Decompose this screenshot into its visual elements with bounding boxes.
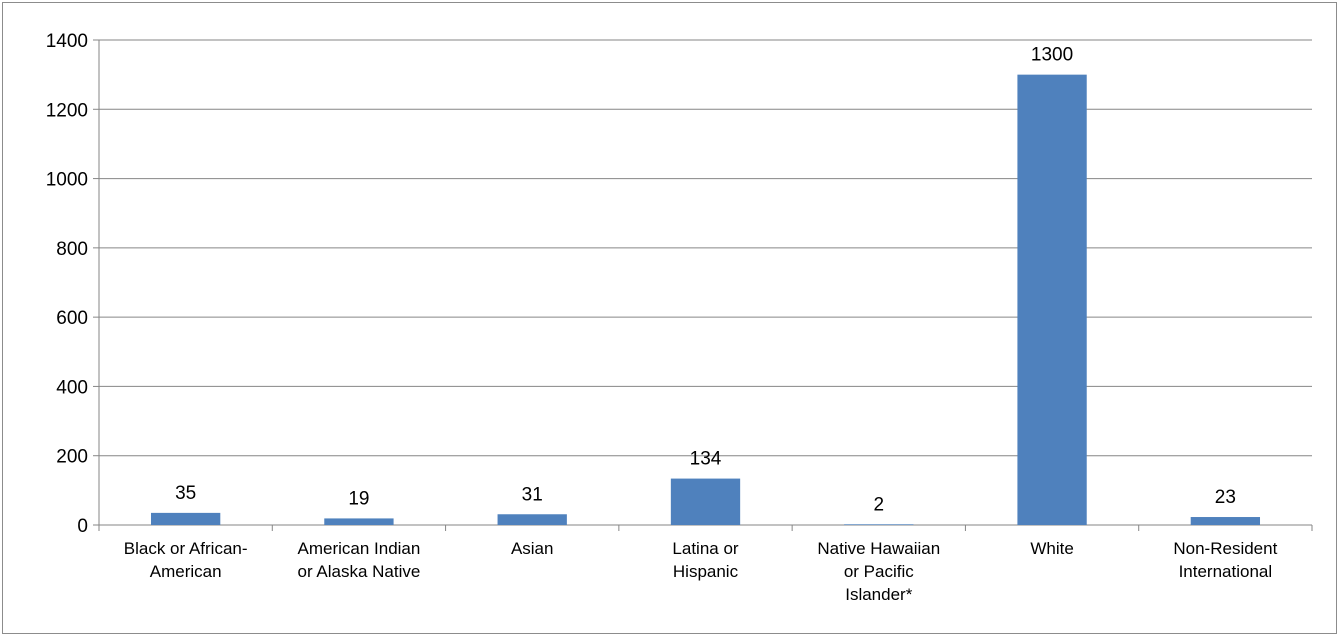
bar [324, 518, 394, 525]
y-tick-label: 1400 [46, 31, 88, 52]
x-category-label: American Indian [298, 539, 421, 558]
bar [497, 514, 567, 525]
x-category-label: or Alaska Native [298, 562, 421, 581]
x-category-label: Asian [511, 539, 554, 558]
data-label: 19 [348, 488, 369, 509]
x-category-label: Islander* [845, 585, 912, 604]
y-tick-label: 200 [56, 447, 88, 468]
x-category-label: White [1030, 539, 1073, 558]
y-tick-label: 400 [56, 377, 88, 398]
data-label: 35 [175, 483, 196, 504]
y-tick-label: 1200 [46, 100, 88, 121]
y-tick-label: 600 [56, 308, 88, 329]
x-category-label: Latina or [672, 539, 738, 558]
y-tick-label: 800 [56, 239, 88, 260]
data-labels: 35 19 31 134 2 1300 23 [175, 45, 1236, 516]
bar [670, 478, 741, 525]
data-label: 134 [690, 449, 722, 470]
bar [150, 512, 221, 525]
x-category-label: Hispanic [673, 562, 739, 581]
x-category-label: International [1179, 562, 1273, 581]
y-axis-ticks: 0 200 400 600 800 1000 1200 1400 [46, 31, 88, 537]
data-label: 2 [873, 494, 884, 515]
bar [1017, 74, 1087, 526]
x-category-label: or Pacific [844, 562, 914, 581]
x-category-label: Black or African- [124, 539, 248, 558]
gridlines [99, 39, 1312, 457]
y-tick-label: 1000 [46, 170, 88, 191]
bars [150, 74, 1261, 526]
x-category-label: Native Hawaiian [817, 539, 940, 558]
x-axis-categories: Black or African- American American Indian… [124, 539, 1278, 604]
x-category-label: American [150, 562, 222, 581]
data-label: 1300 [1031, 45, 1073, 66]
x-category-label: Non-Resident [1173, 539, 1277, 558]
data-label: 23 [1215, 487, 1236, 508]
data-label: 31 [522, 484, 543, 505]
bar [844, 524, 914, 525]
bar [1190, 517, 1261, 525]
bar-chart: 0 200 400 600 800 1000 1200 1400 35 19 31 134 2 1300… [46, 31, 1313, 604]
y-tick-label: 0 [77, 516, 88, 537]
